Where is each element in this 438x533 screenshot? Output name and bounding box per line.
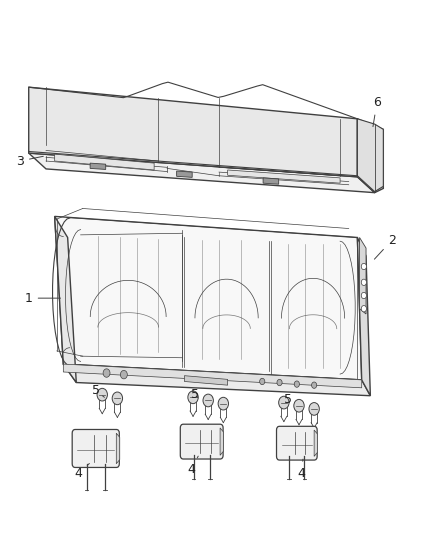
Circle shape (294, 381, 300, 387)
Polygon shape (117, 433, 120, 464)
Polygon shape (29, 153, 374, 192)
FancyBboxPatch shape (276, 426, 317, 460)
Polygon shape (357, 119, 383, 192)
Polygon shape (64, 364, 362, 388)
Polygon shape (55, 154, 154, 170)
Circle shape (361, 292, 367, 298)
Polygon shape (55, 216, 362, 380)
Circle shape (112, 392, 123, 405)
Polygon shape (177, 171, 192, 177)
Text: 3: 3 (16, 155, 43, 167)
Text: 4: 4 (74, 464, 89, 480)
Polygon shape (357, 119, 383, 191)
Text: 5: 5 (92, 384, 104, 397)
Circle shape (188, 391, 198, 403)
Text: 1: 1 (25, 292, 60, 305)
Text: 5: 5 (191, 387, 199, 401)
Circle shape (361, 263, 367, 270)
Circle shape (311, 382, 317, 389)
Polygon shape (360, 238, 366, 314)
FancyBboxPatch shape (180, 424, 223, 459)
Circle shape (97, 389, 107, 401)
Circle shape (294, 399, 304, 412)
Polygon shape (90, 163, 106, 169)
Polygon shape (314, 430, 318, 456)
Text: 4: 4 (187, 456, 198, 476)
Polygon shape (220, 428, 223, 455)
Polygon shape (228, 170, 340, 183)
Circle shape (309, 402, 319, 415)
Circle shape (203, 394, 213, 407)
Circle shape (361, 305, 367, 312)
Polygon shape (357, 238, 371, 395)
Circle shape (218, 397, 229, 410)
Circle shape (260, 378, 265, 385)
Polygon shape (29, 87, 357, 177)
Text: 4: 4 (297, 459, 305, 480)
Circle shape (120, 370, 127, 379)
Circle shape (277, 379, 282, 386)
Circle shape (279, 396, 289, 409)
Polygon shape (64, 364, 371, 395)
FancyBboxPatch shape (72, 430, 119, 467)
Text: 6: 6 (373, 96, 381, 127)
Text: 2: 2 (374, 233, 396, 259)
Polygon shape (55, 216, 76, 383)
Polygon shape (263, 178, 279, 184)
Circle shape (361, 279, 367, 286)
Text: 5: 5 (284, 393, 292, 406)
Circle shape (103, 369, 110, 377)
Polygon shape (184, 376, 228, 385)
